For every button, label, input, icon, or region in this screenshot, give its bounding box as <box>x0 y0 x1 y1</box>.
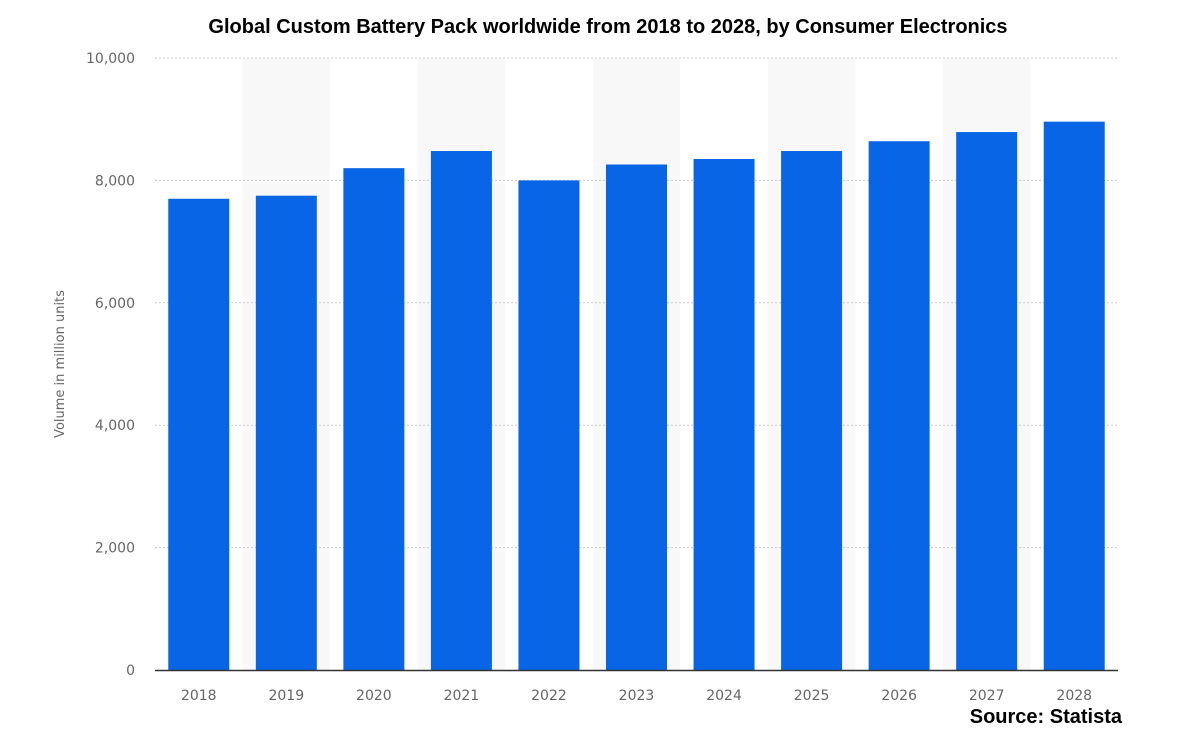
x-tick-label: 2022 <box>531 688 567 704</box>
source-label: Source: Statista <box>969 706 1122 728</box>
y-tick-label: 10,000 <box>86 51 135 67</box>
bar-2025 <box>781 151 843 671</box>
bar-2022 <box>518 180 580 670</box>
y-axis-label: Volume in million units <box>53 290 68 438</box>
bar-2027 <box>956 132 1018 670</box>
x-tick-label: 2018 <box>181 688 217 704</box>
bar-2018 <box>168 198 230 670</box>
y-tick-label: 6,000 <box>95 296 135 312</box>
bar-2023 <box>606 164 667 670</box>
y-tick-label: 2,000 <box>95 541 135 557</box>
chart-title: Global Custom Battery Pack worldwide fro… <box>208 16 1008 38</box>
bar-2021 <box>430 151 492 671</box>
x-tick-label: 2025 <box>794 688 830 704</box>
x-tick-label: 2026 <box>881 688 917 704</box>
y-tick-label: 4,000 <box>95 418 135 434</box>
y-tick-label: 8,000 <box>95 173 135 189</box>
bar-2024 <box>693 158 755 671</box>
x-tick-label: 2019 <box>268 688 304 704</box>
x-tick-label: 2020 <box>356 688 392 704</box>
x-tick-label: 2028 <box>1056 688 1092 704</box>
y-tick-label: 0 <box>126 663 135 679</box>
bar-2026 <box>868 141 930 670</box>
bar-2020 <box>343 168 405 670</box>
x-tick-label: 2027 <box>969 688 1005 704</box>
x-tick-label: 2021 <box>444 688 480 704</box>
bar-2028 <box>1043 121 1105 670</box>
x-tick-label: 2024 <box>706 688 742 704</box>
bar-2019 <box>255 195 317 670</box>
x-tick-label: 2023 <box>619 688 655 704</box>
